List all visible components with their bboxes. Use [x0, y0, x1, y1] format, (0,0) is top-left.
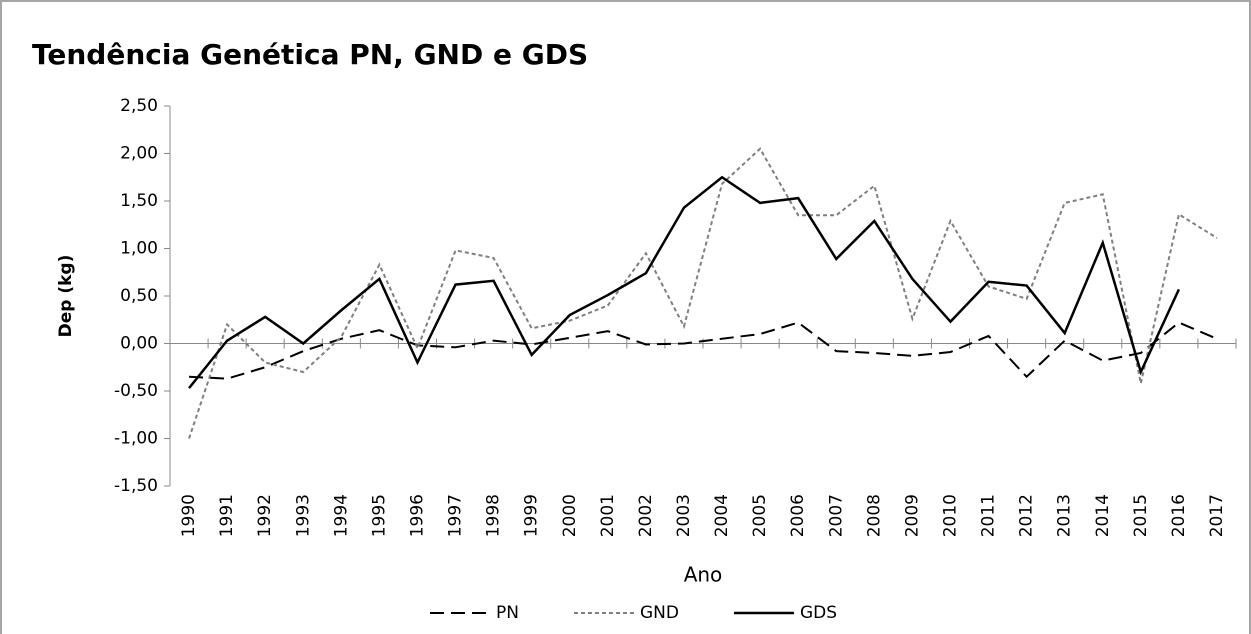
x-tick-label: 2006 — [788, 494, 808, 537]
y-tick-label: 1,50 — [120, 191, 158, 211]
x-tick-label: 2010 — [940, 494, 960, 537]
legend-label: GDS — [800, 603, 837, 623]
x-tick-label: 1997 — [446, 494, 466, 537]
legend-label: PN — [496, 603, 519, 623]
series-line — [188, 147, 1218, 439]
y-tick-label: 1,00 — [120, 239, 158, 259]
y-tick-label: 2,50 — [120, 96, 158, 116]
x-tick-label: 1993 — [293, 494, 313, 537]
series-line — [188, 175, 1181, 389]
x-tick-label: 2014 — [1093, 494, 1113, 537]
y-axis-label: Dep (kg) — [56, 255, 76, 338]
x-tick-label: 1994 — [331, 494, 351, 537]
x-tick-label: 1999 — [522, 494, 542, 537]
y-tick-label: 0,50 — [120, 286, 158, 306]
x-tick-label: 2008 — [864, 494, 884, 537]
x-tick-label: 2000 — [560, 494, 580, 537]
series-line — [188, 321, 1218, 380]
y-tick-label: -1,50 — [114, 476, 158, 496]
x-tick-label: 2001 — [598, 494, 618, 537]
x-tick-label: 2005 — [750, 494, 770, 537]
x-tick-label: 2016 — [1169, 494, 1189, 537]
x-tick-label: 1998 — [484, 494, 504, 537]
y-tick-label: 2,00 — [120, 144, 158, 164]
x-tick-label: 2007 — [826, 494, 846, 537]
chart-title: Tendência Genética PN, GND e GDS — [32, 38, 588, 71]
x-tick-label: 1992 — [255, 494, 275, 537]
x-tick-label: 2003 — [674, 494, 694, 537]
x-tick-label: 1991 — [217, 494, 237, 537]
x-tick-label: 2012 — [1017, 494, 1037, 537]
x-axis-label: Ano — [684, 563, 723, 587]
y-tick-label: 0,00 — [120, 334, 158, 354]
x-tick-label: 2011 — [979, 494, 999, 537]
x-tick-label: 2013 — [1055, 494, 1075, 537]
x-tick-label: 2015 — [1131, 494, 1151, 537]
legend-label: GND — [640, 603, 679, 623]
y-tick-label: -0,50 — [114, 381, 158, 401]
x-tick-label: 2009 — [902, 494, 922, 537]
x-tick-label: 1990 — [179, 494, 199, 537]
x-tick-label: 2002 — [636, 494, 656, 537]
y-tick-label: -1,00 — [114, 429, 158, 449]
x-tick-label: 2004 — [712, 494, 732, 537]
x-tick-label: 1995 — [369, 494, 389, 537]
x-tick-label: 2017 — [1207, 494, 1227, 537]
x-tick-label: 1996 — [407, 494, 427, 537]
